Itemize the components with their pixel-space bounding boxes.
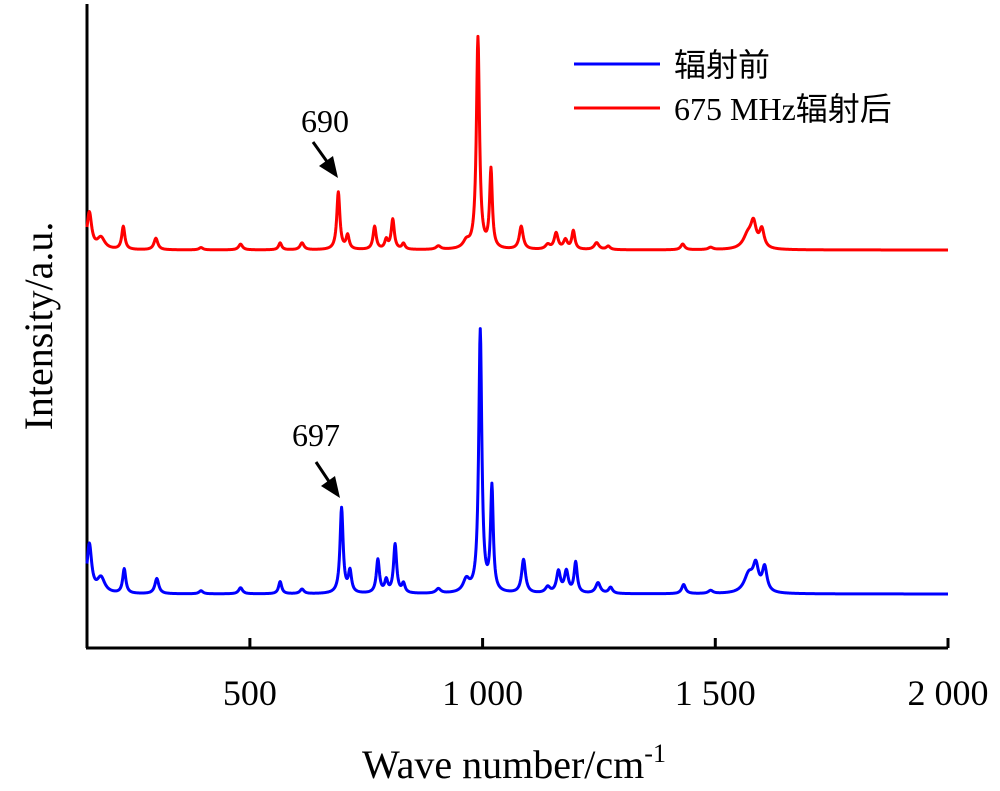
annotation-697: 697 <box>292 417 340 498</box>
x-tick-label: 1 500 <box>675 673 756 713</box>
series-line-before <box>85 327 950 596</box>
series-line-after <box>85 34 950 252</box>
y-axis-title: Intensity/a.u. <box>16 222 61 431</box>
annotation-690-arrow-head <box>319 156 338 178</box>
annotation-697-arrow-shaft <box>314 461 332 484</box>
legend-label-before: 辐射前 <box>674 47 770 83</box>
legend-label-after: 675 MHz辐射后 <box>674 91 892 127</box>
annotation-697-label: 697 <box>292 417 340 453</box>
x-tick-label: 2 000 <box>908 673 989 713</box>
x-ticks: 500 1 000 1 500 2 000 <box>223 638 989 713</box>
x-axis-title-text: Wave number/cm <box>362 742 644 787</box>
x-tick-label: 500 <box>223 673 277 713</box>
annotation-690-label: 690 <box>301 103 349 139</box>
legend: 辐射前 675 MHz辐射后 <box>574 47 892 127</box>
plot-area <box>85 34 950 596</box>
annotation-697-arrow-head <box>321 476 340 498</box>
annotation-690: 690 <box>301 103 349 178</box>
x-axis-title: Wave number/cm-1 <box>362 739 666 787</box>
x-axis-title-superscript: -1 <box>644 739 666 768</box>
x-tick-label: 1 000 <box>442 673 523 713</box>
annotation-690-arrow-shaft <box>311 141 330 164</box>
